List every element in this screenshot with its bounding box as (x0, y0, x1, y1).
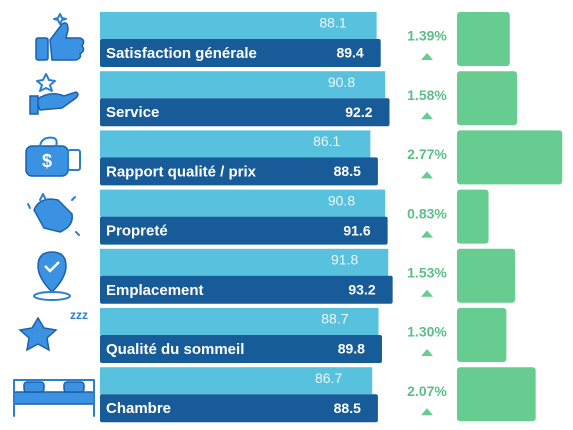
change-label: 1.30% (407, 324, 447, 340)
change-bar (457, 130, 563, 185)
category-label: Service (106, 104, 159, 121)
change-label: 0.83% (407, 205, 447, 221)
change-bar (457, 248, 516, 303)
category-label: Rapport qualité / prix (106, 163, 257, 180)
change-label: 2.07% (407, 383, 447, 399)
category-label: Propreté (106, 223, 168, 240)
previous-value: 86.7 (315, 370, 342, 386)
svg-text:zzz: zzz (70, 308, 88, 322)
category-label: Emplacement (106, 282, 204, 299)
current-bar (100, 98, 390, 127)
current-value: 93.2 (348, 282, 375, 298)
up-arrow (421, 349, 433, 356)
previous-value: 90.8 (328, 74, 355, 90)
up-arrow (421, 53, 433, 60)
thumbs-up-icon (35, 13, 85, 61)
previous-value: 90.8 (328, 192, 355, 208)
previous-value: 86.1 (313, 133, 340, 149)
change-bar (457, 367, 536, 422)
current-value: 88.5 (334, 400, 361, 416)
previous-bar (100, 248, 389, 276)
previous-bar (100, 12, 377, 39)
money-bag-icon: $ (25, 136, 81, 177)
svg-text:$: $ (42, 151, 52, 171)
change-bar (457, 12, 510, 66)
cleaning-icon (27, 193, 80, 236)
up-arrow (421, 408, 433, 416)
change-label: 2.77% (407, 146, 447, 162)
current-bar (100, 335, 382, 363)
previous-value: 91.8 (331, 252, 358, 268)
previous-bar (100, 130, 371, 158)
category-label: Chambre (106, 400, 171, 417)
up-arrow (421, 112, 433, 120)
previous-bar (100, 71, 386, 99)
change-label: 1.53% (407, 265, 447, 281)
bed-icon (13, 379, 95, 417)
previous-bar (100, 308, 379, 335)
up-arrow (421, 289, 433, 297)
current-bar (100, 39, 381, 67)
up-arrow (421, 230, 433, 238)
previous-value: 88.7 (321, 311, 348, 327)
change-bar (457, 71, 518, 126)
current-value: 88.5 (334, 163, 361, 179)
change-bar (457, 189, 489, 244)
icons: $ zzz (13, 13, 95, 417)
current-bar (100, 394, 378, 423)
location-pin-icon (33, 251, 71, 301)
current-value: 89.8 (338, 341, 365, 357)
current-value: 92.2 (345, 104, 372, 120)
previous-bar (100, 189, 386, 217)
current-value: 91.6 (343, 222, 370, 238)
previous-value: 88.1 (319, 15, 346, 31)
sleep-icon: zzz (18, 308, 88, 352)
category-label: Satisfaction générale (106, 45, 257, 62)
category-label: Qualité du sommeil (106, 341, 244, 358)
service-icon (29, 73, 79, 115)
previous-bar (100, 367, 373, 395)
up-arrow (421, 171, 433, 179)
current-value: 89.4 (336, 45, 363, 61)
current-bar (100, 157, 378, 186)
current-bar (100, 275, 393, 304)
change-label: 1.58% (407, 87, 447, 103)
change-bar (457, 308, 507, 362)
change-label: 1.39% (407, 28, 447, 44)
current-bar (100, 216, 388, 245)
